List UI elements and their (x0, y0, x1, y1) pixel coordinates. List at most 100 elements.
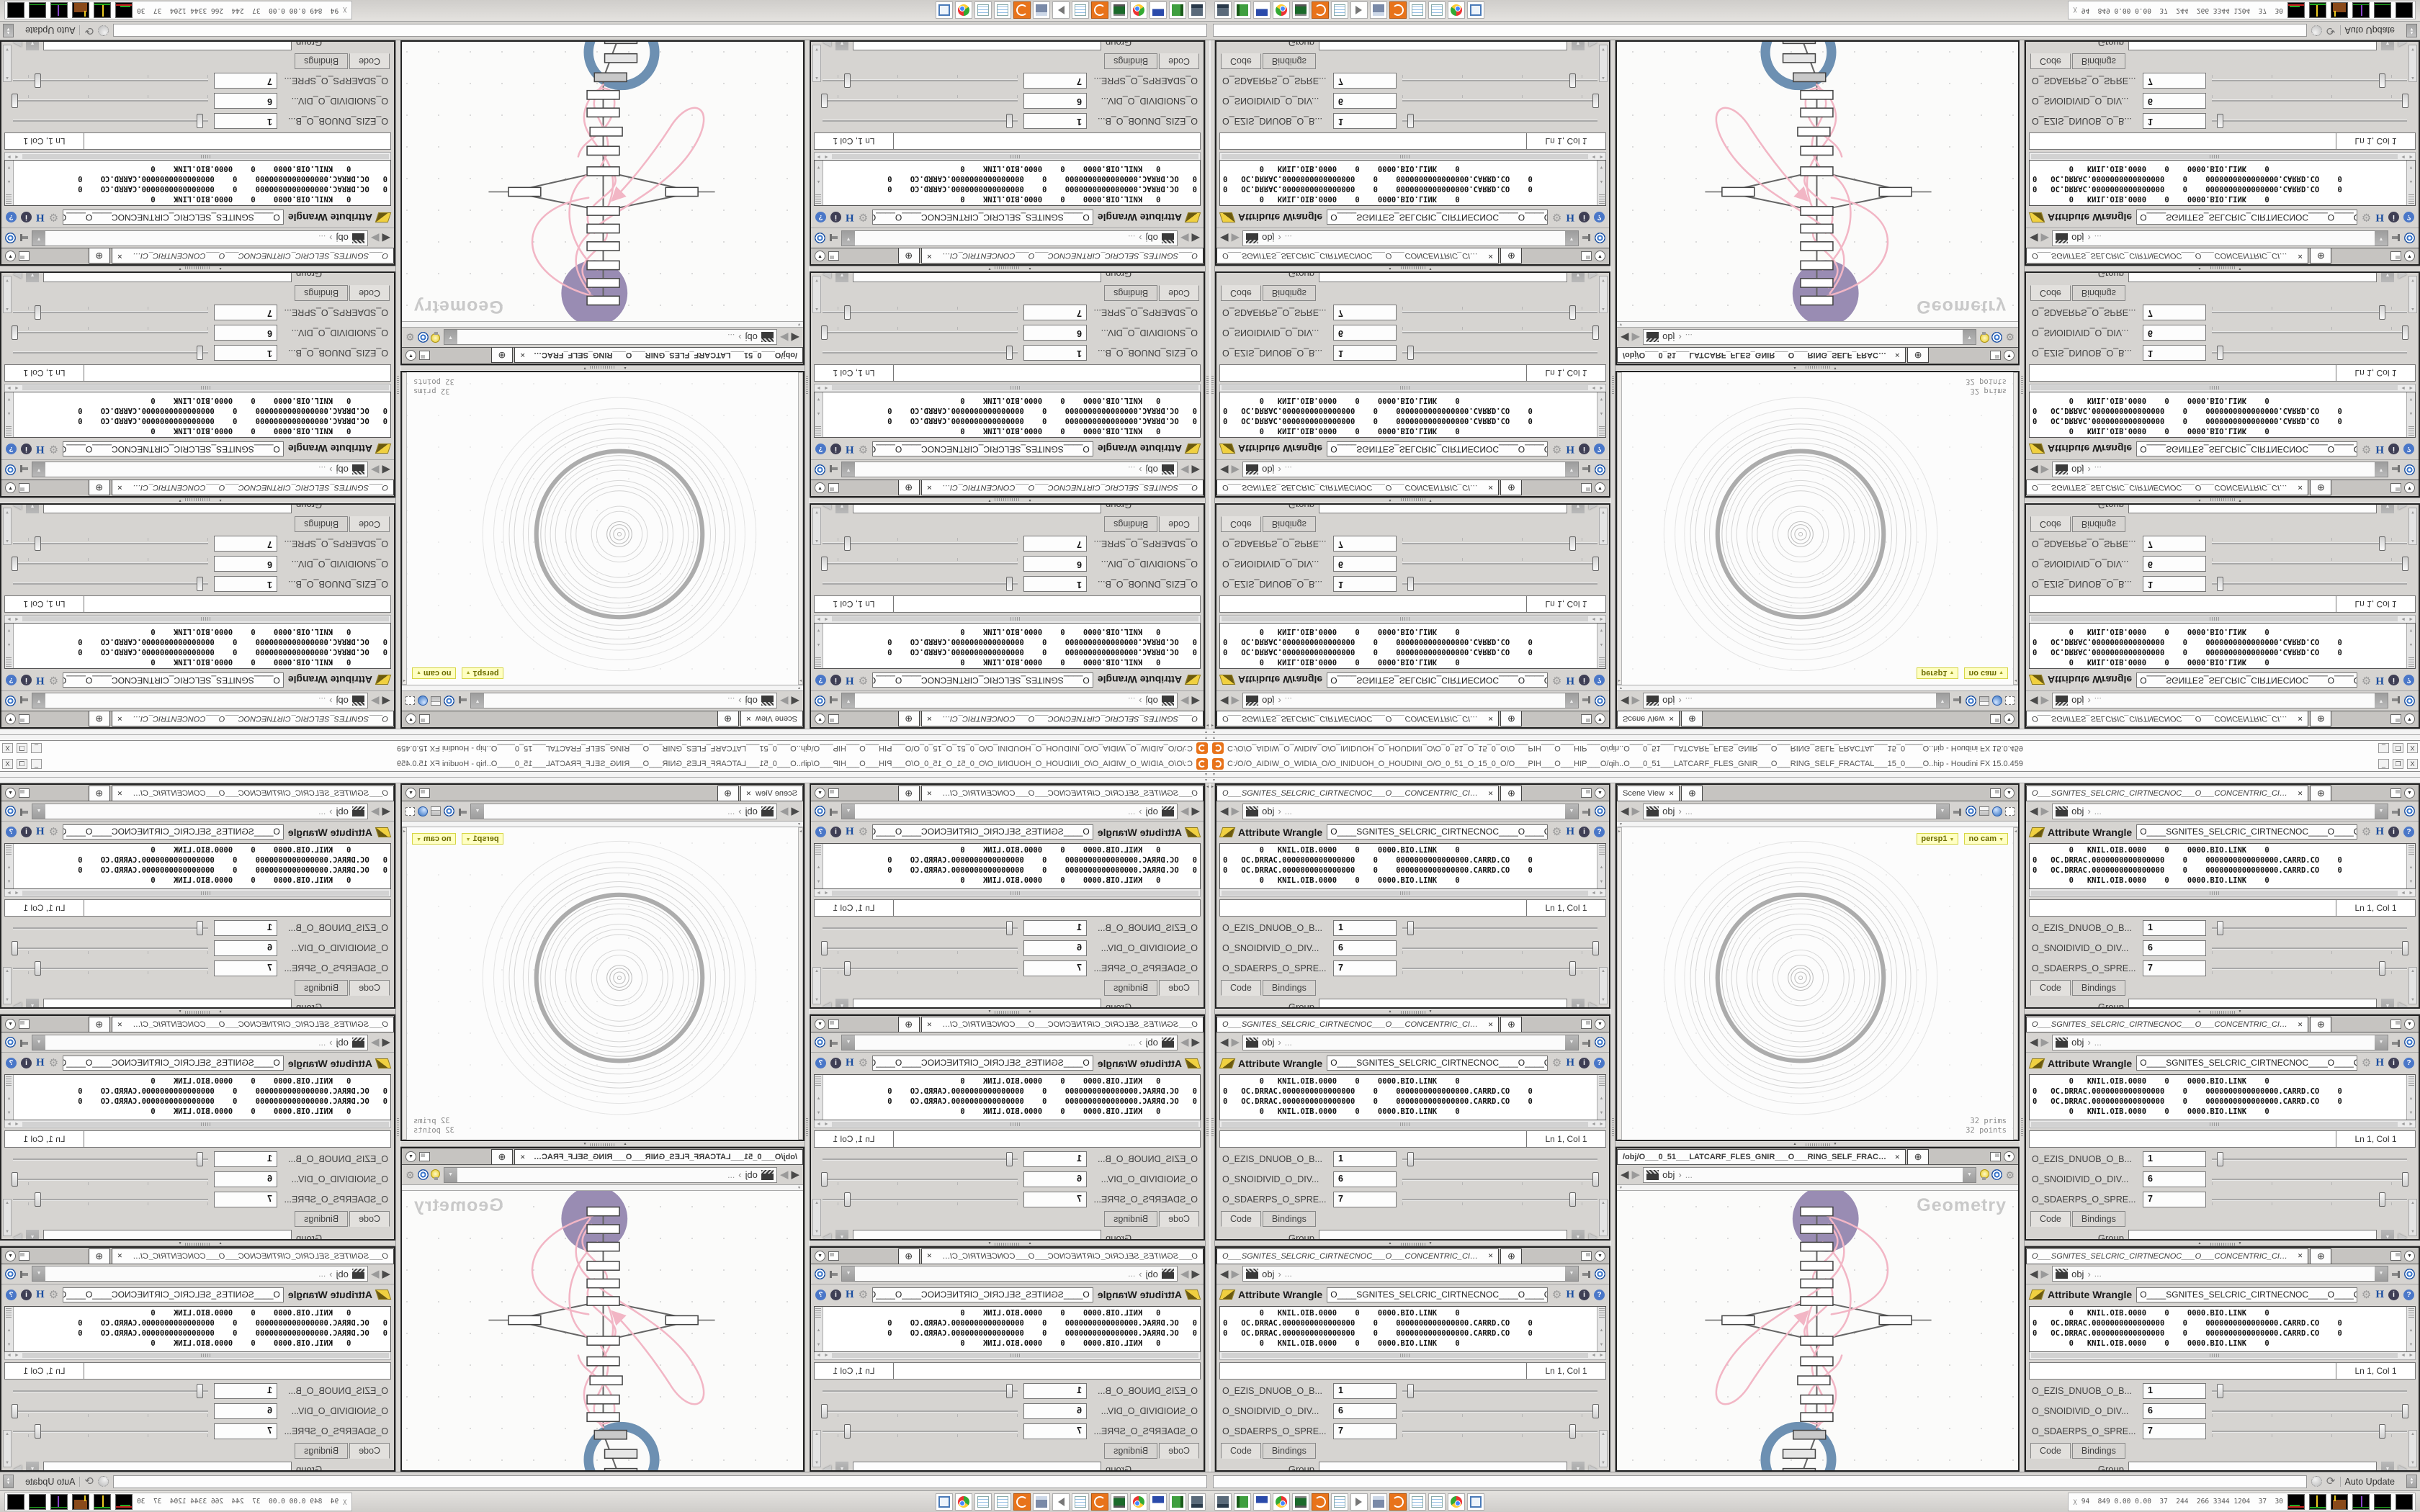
horizontal-scrollbar[interactable]: ◄ ► (4, 615, 391, 623)
tab-bindings[interactable]: Bindings (2071, 516, 2125, 532)
parameter-value-field[interactable]: 6 (1333, 324, 1397, 341)
tab-close-icon[interactable]: ✕ (117, 252, 123, 260)
houdini-icon[interactable] (1013, 1, 1031, 19)
display-options-icon[interactable] (418, 806, 428, 816)
back-arrow-icon[interactable]: ◀ (1220, 1036, 1229, 1049)
parameter-slider[interactable] (2212, 557, 2409, 571)
pin-icon[interactable] (1953, 696, 1963, 706)
group-input[interactable] (853, 503, 1101, 513)
pane-menu-button[interactable]: ▼ (1595, 251, 1605, 262)
restore-button[interactable]: ❐ (2393, 743, 2403, 754)
parameter-slider[interactable] (11, 94, 208, 109)
houdini-help-icon[interactable]: H (2375, 443, 2384, 455)
forward-arrow-icon[interactable]: ▶ (779, 1169, 789, 1181)
pane-menu-button[interactable]: ▼ (5, 714, 16, 724)
tab-close-icon[interactable]: ✕ (117, 789, 123, 797)
tab-code[interactable]: Code (2030, 1442, 2071, 1459)
pane-menu-button[interactable]: ▼ (1595, 1019, 1605, 1030)
parameter-value-field[interactable]: 7 (1333, 536, 1397, 552)
tab-code[interactable]: Code (2030, 284, 2071, 301)
pane-maximize-button[interactable] (19, 482, 30, 492)
vertical-scrollbar[interactable]: ▲ ▼ (815, 1306, 823, 1351)
parameter-value-field[interactable]: 7 (2143, 1192, 2206, 1208)
path-field[interactable]: obj › ... ▼ (841, 803, 1178, 819)
parameter-slider[interactable] (13, 1152, 208, 1167)
breadcrumb-root[interactable]: obj (745, 696, 758, 706)
new-tab-button[interactable]: ⊕ (1681, 711, 1703, 726)
parameter-slider[interactable] (1402, 325, 1600, 340)
wrangle-node-icon[interactable] (2028, 1058, 2045, 1068)
help-icon[interactable]: ? (6, 1058, 17, 1069)
pane-splitter[interactable]: ▲ ▼ (2025, 497, 2420, 503)
info-icon[interactable]: i (2388, 1289, 2399, 1300)
pane-menu-button[interactable]: ▼ (1595, 788, 1605, 798)
parameter-slider[interactable] (13, 921, 208, 935)
wrangle-node-icon[interactable] (2028, 1290, 2045, 1300)
pane-scrollbar[interactable]: ▲ ▼ (3, 507, 12, 545)
tab-code[interactable]: Code (349, 284, 390, 301)
notepad-icon[interactable] (1428, 1493, 1446, 1511)
parameter-value-field[interactable]: 7 (2143, 960, 2206, 976)
code-box[interactable]: 0 KNIL.OIB.0000 0 0000.BIO.LINK 0 0 OC.D… (4, 1074, 391, 1121)
pane-menu-button[interactable]: ▼ (1595, 482, 1605, 493)
lamp-icon[interactable] (431, 1169, 441, 1180)
speaker-icon[interactable] (1052, 1, 1070, 19)
parameter-slider[interactable] (820, 941, 1018, 955)
pane-maximize-button[interactable] (2390, 714, 2401, 724)
houdini-icon[interactable] (1312, 1, 1329, 19)
breadcrumb-root[interactable]: obj (745, 332, 758, 343)
help-icon[interactable]: ? (6, 443, 17, 454)
tab-close-icon[interactable]: ✕ (1668, 789, 1675, 797)
new-tab-button[interactable]: ⊕ (1907, 1149, 1930, 1164)
pane-tab[interactable]: /obj/O___0_51___LATCARF_FLES_GNIR___O___… (514, 348, 803, 363)
back-arrow-icon[interactable]: ◀ (791, 695, 799, 707)
parameter-slider[interactable] (13, 536, 208, 551)
no-cam-selector[interactable]: no cam ▼ (412, 833, 456, 845)
new-tab-button[interactable]: ⊕ (1500, 480, 1523, 495)
help-icon[interactable]: ? (2403, 675, 2414, 685)
back-arrow-icon[interactable]: ◀ (2030, 232, 2038, 245)
pane-maximize-button[interactable] (828, 482, 839, 492)
group-select-arrow-icon[interactable] (1589, 503, 1597, 510)
houdini-help-icon[interactable]: H (846, 212, 854, 224)
path-field[interactable]: obj › ... ▼ (1242, 230, 1579, 246)
new-tab-button[interactable]: ⊕ (88, 480, 110, 495)
pane-splitter[interactable]: ▲ ▼ (1215, 1009, 1610, 1015)
path-dropdown-button[interactable]: ▼ (32, 693, 45, 708)
parameter-value-field[interactable]: 6 (1023, 556, 1087, 572)
parameter-slider[interactable] (823, 114, 1018, 129)
pin-icon[interactable] (828, 464, 838, 474)
vex-code-editor[interactable]: 0 KNIL.OIB.0000 0 0000.BIO.LINK 0 0 OC.D… (1219, 1305, 1606, 1360)
tab-close-icon[interactable]: ✕ (519, 1153, 526, 1161)
select-region-icon[interactable] (2005, 806, 2015, 816)
parameter-slider[interactable] (823, 1383, 1018, 1398)
parameter-value-field[interactable]: 1 (2143, 1382, 2206, 1399)
back-arrow-icon[interactable]: ◀ (1191, 695, 1200, 707)
group-select-arrow-icon[interactable] (2398, 503, 2407, 510)
forward-arrow-icon[interactable]: ▶ (2040, 805, 2050, 817)
parameter-slider[interactable] (2212, 1152, 2407, 1167)
group-dropdown-button[interactable]: ▼ (835, 999, 848, 1009)
pane-maximize-button[interactable] (419, 788, 430, 798)
scene-viewport[interactable]: ► ◄ (1617, 827, 2018, 1140)
parameter-value-field[interactable]: 1 (2143, 1151, 2206, 1168)
breadcrumb-root[interactable]: obj (336, 806, 349, 816)
pane-splitter[interactable] (2020, 40, 2025, 729)
slider-handle[interactable] (2378, 1423, 2385, 1439)
chrome-icon[interactable] (1448, 1, 1465, 19)
info-icon[interactable]: i (21, 1289, 32, 1300)
horizontal-scrollbar[interactable]: ◄ ► (4, 889, 391, 897)
vertical-scrollbar[interactable]: ▲ ▼ (1597, 1075, 1605, 1120)
code-box[interactable]: 0 KNIL.OIB.0000 0 0000.BIO.LINK 0 0 OC.D… (814, 843, 1201, 889)
gear-icon[interactable]: ⚙ (858, 211, 869, 224)
slider-handle[interactable] (844, 1192, 851, 1207)
help-icon[interactable]: ? (2403, 1289, 2414, 1300)
tab-close-icon[interactable]: ✕ (1487, 789, 1494, 797)
address-book-icon[interactable] (1169, 1, 1186, 19)
pane-menu-button[interactable]: ▼ (815, 1250, 825, 1261)
pin-icon[interactable] (457, 806, 467, 816)
network-editor-canvas[interactable]: Geometry (402, 1191, 803, 1470)
notepad-icon[interactable] (974, 1, 992, 19)
tab-code[interactable]: Code (1159, 53, 1199, 70)
vex-code-editor[interactable]: 0 KNIL.OIB.0000 0 0000.BIO.LINK 0 0 OC.D… (4, 615, 391, 669)
